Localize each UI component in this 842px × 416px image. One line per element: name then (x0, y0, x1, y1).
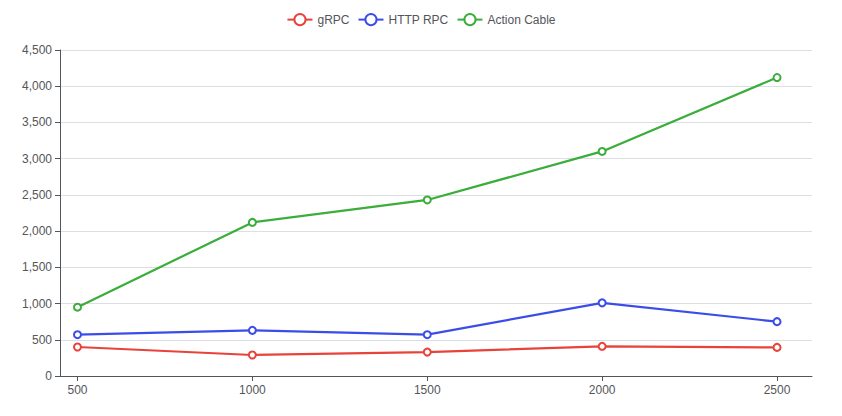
svg-text:4,000: 4,000 (22, 79, 52, 93)
svg-text:1,500: 1,500 (22, 260, 52, 274)
svg-text:Action Cable: Action Cable (487, 13, 555, 27)
svg-text:gRPC: gRPC (317, 13, 349, 27)
svg-text:HTTP RPC: HTTP RPC (388, 13, 448, 27)
svg-text:2,000: 2,000 (22, 224, 52, 238)
svg-text:4,500: 4,500 (22, 43, 52, 57)
svg-text:500: 500 (32, 333, 52, 347)
svg-text:3,500: 3,500 (22, 115, 52, 129)
svg-text:0: 0 (45, 369, 52, 383)
svg-text:2,500: 2,500 (22, 188, 52, 202)
svg-text:1500: 1500 (414, 383, 441, 397)
svg-text:500: 500 (67, 383, 87, 397)
svg-text:2000: 2000 (589, 383, 616, 397)
svg-text:3,000: 3,000 (22, 152, 52, 166)
svg-text:1000: 1000 (239, 383, 266, 397)
svg-text:2500: 2500 (764, 383, 791, 397)
svg-text:1,000: 1,000 (22, 297, 52, 311)
